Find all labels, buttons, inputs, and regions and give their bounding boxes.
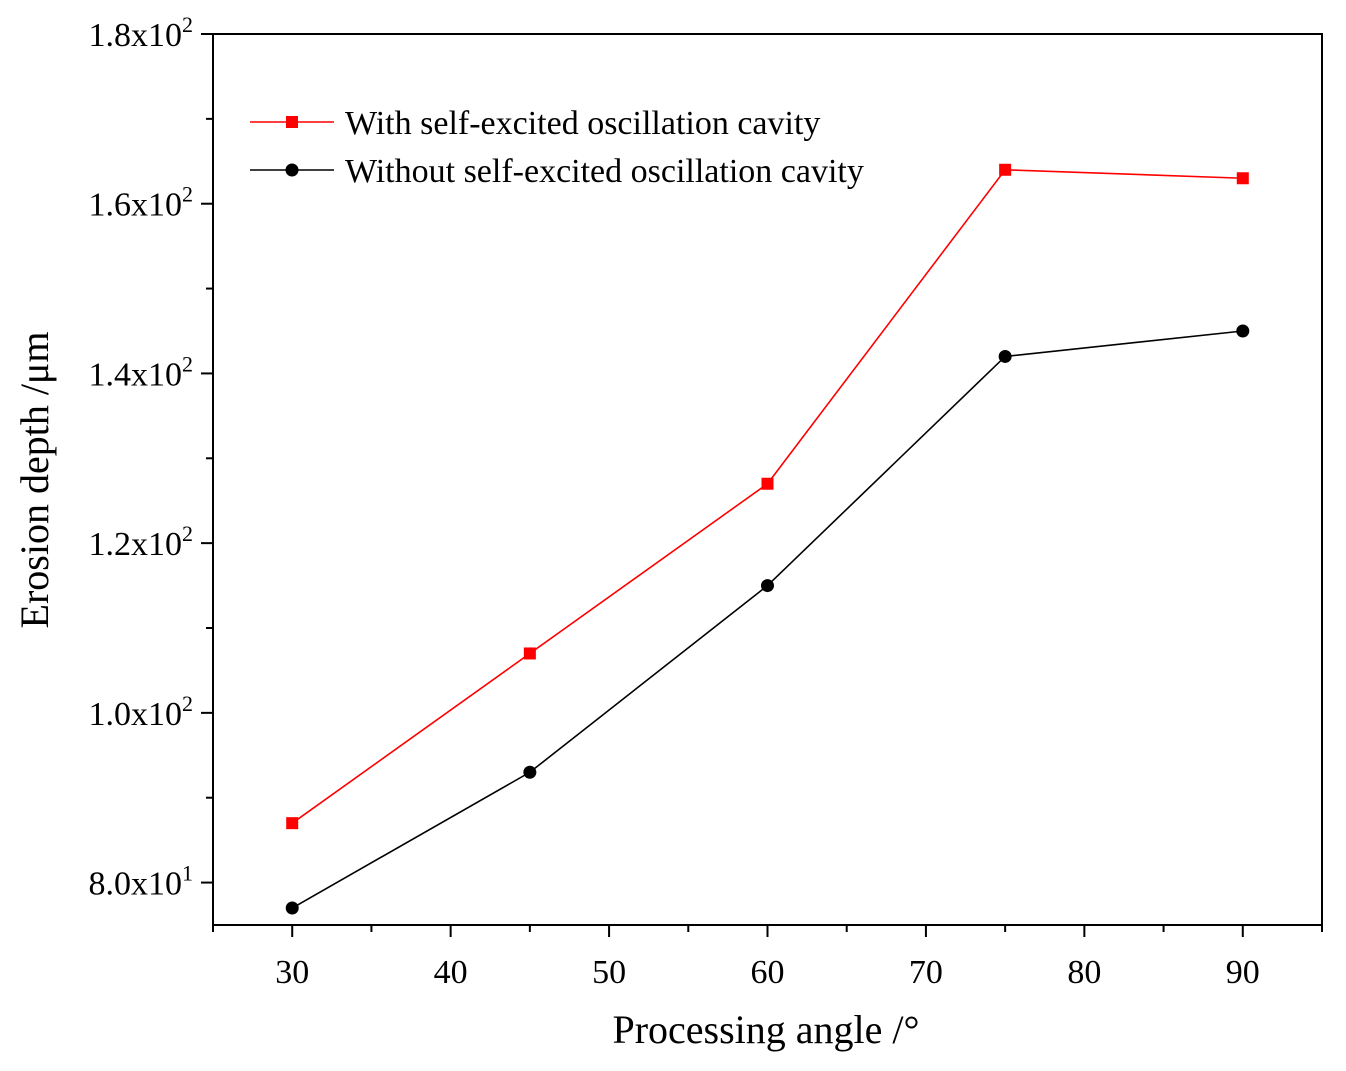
legend-marker-circle [285, 163, 299, 177]
y-axis: 8.0x101 1.0x102 1.2x102 1.4x102 1.6x102 1.8x1… [89, 12, 213, 903]
y-tick-label: 1.0x102 [89, 691, 194, 733]
legend-marker-square [286, 116, 298, 128]
legend-label: With self-excited oscillation cavity [345, 105, 820, 142]
x-axis-title: Processing angle /° [612, 1007, 919, 1052]
legend: With self-excited oscillation cavity With… [250, 105, 864, 190]
x-tick-label: 80 [1067, 954, 1101, 991]
x-tick-label: 70 [909, 954, 943, 991]
y-tick-label: 1.2x102 [89, 521, 194, 563]
x-tick-label: 40 [434, 954, 468, 991]
y-tick-label: 8.0x101 [89, 861, 194, 903]
data-point-circle [523, 765, 537, 779]
x-tick-label: 30 [275, 954, 309, 991]
data-point-square [761, 477, 774, 490]
series-layer [285, 163, 1250, 915]
x-axis: 30 40 50 60 70 80 90 [212, 925, 1323, 991]
series-line-1 [291, 168, 1243, 824]
data-point-circle [998, 349, 1012, 363]
y-axis-title: Erosion depth /μm [12, 332, 57, 629]
y-tick-label: 1.4x102 [89, 351, 194, 393]
data-point-circle [761, 579, 774, 593]
y-tick-label: 1.6x102 [89, 182, 194, 224]
x-tick-label: 50 [592, 954, 626, 991]
data-point-square [999, 163, 1012, 176]
x-tick-label: 90 [1226, 954, 1260, 991]
legend-label: Without self-excited oscillation cavity [345, 153, 864, 190]
y-tick-label: 1.8x102 [89, 12, 194, 54]
data-point-square [286, 817, 299, 830]
data-point-square [1236, 172, 1249, 185]
data-point-square [523, 647, 536, 660]
series-line-2 [291, 330, 1243, 909]
data-point-circle [1236, 324, 1250, 338]
data-point-circle [285, 901, 299, 915]
x-tick-label: 60 [751, 954, 785, 991]
